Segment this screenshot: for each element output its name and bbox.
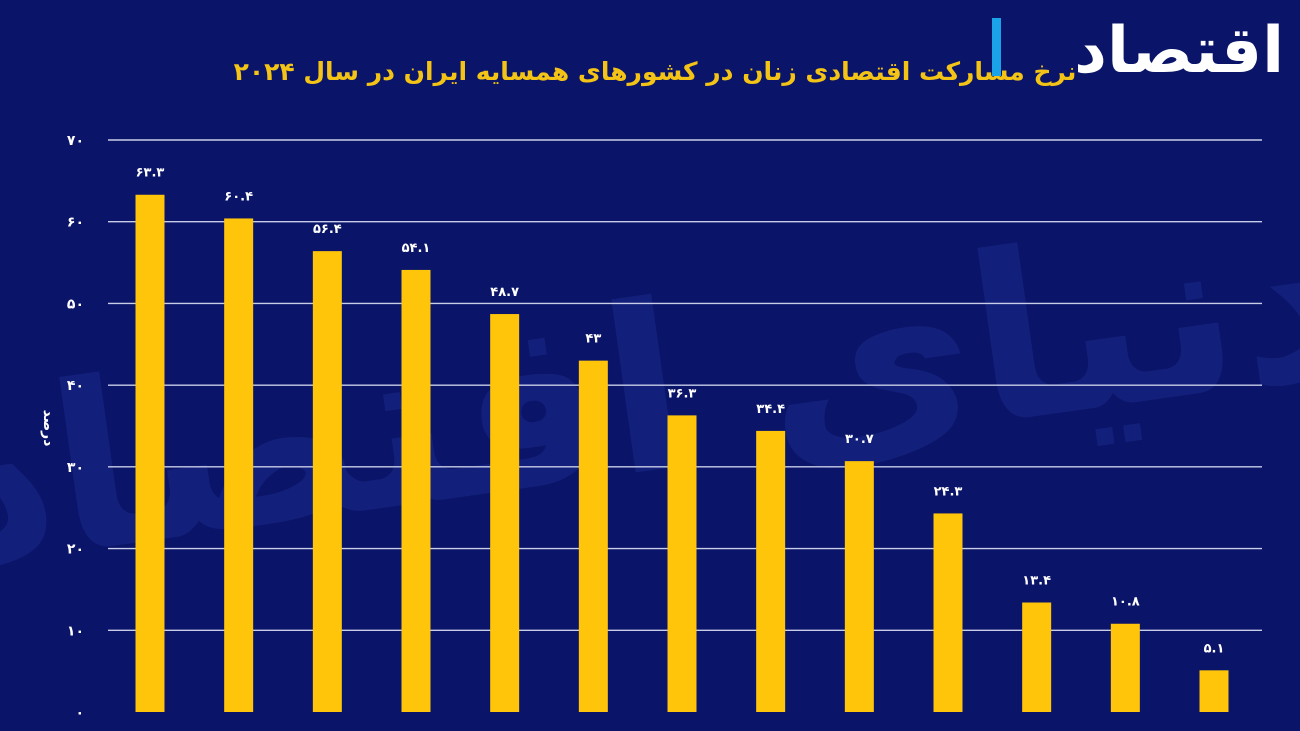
bar <box>312 251 342 713</box>
y-tick-label: ۵۰ <box>67 296 84 312</box>
bar <box>490 314 520 712</box>
y-tick-label: ۶۰ <box>67 215 84 231</box>
chart-title: نرخ مشارکت اقتصادی زنان در کشورهای همسای… <box>234 57 1077 87</box>
bar <box>578 360 608 712</box>
y-axis-label: درصد <box>40 410 56 447</box>
y-tick-label: ۱۰ <box>67 623 84 639</box>
bar-value-label: ۴۸.۷ <box>490 285 519 300</box>
y-tick-label: ۴۰ <box>67 378 84 394</box>
logo-text: اقتصاد <box>1074 14 1284 88</box>
bar-value-label: ۳۶.۳ <box>668 386 697 401</box>
bar <box>756 430 786 712</box>
bar <box>135 194 165 713</box>
bar-value-label: ۶۰.۴ <box>224 189 253 204</box>
bar-value-label: ۱۳.۴ <box>1022 574 1051 589</box>
logo: اقتصاد <box>992 14 1284 88</box>
bar-value-label: ۵.۱ <box>1204 641 1225 656</box>
bar-value-label: ۴۳ <box>585 332 601 347</box>
bar-value-label: ۳۴.۴ <box>756 402 785 417</box>
y-axis-ticks: ۰ ۱۰ ۲۰ ۳۰ ۴۰ ۵۰ ۶۰ ۷۰ <box>67 133 84 721</box>
bar <box>933 513 963 712</box>
bar <box>1022 602 1052 712</box>
y-tick-label: ۷۰ <box>67 133 84 149</box>
bar-value-label: ۱۰.۸ <box>1111 595 1140 610</box>
logo-accent <box>992 18 1001 76</box>
bar-value-label: ۳۰.۷ <box>845 432 874 447</box>
bar-value-label: ۵۴.۱ <box>402 241 431 256</box>
bar <box>1110 623 1140 712</box>
bar <box>224 218 254 712</box>
bars <box>135 194 1229 713</box>
y-tick-label: ۰ <box>75 705 84 721</box>
y-tick-label: ۳۰ <box>67 460 84 476</box>
bar <box>667 415 697 712</box>
bar-value-label: ۶۳.۳ <box>136 166 165 181</box>
bar-value-label: ۲۴.۳ <box>934 484 963 499</box>
data-labels: ۶۳.۳ ۶۰.۴ ۵۶.۴ ۵۴.۱ ۴۸.۷ ۴۳ ۳۶.۳ ۳۴.۴ ۳۰.۷ ۲۴.۳ ۱۳… <box>136 166 1225 657</box>
bar <box>844 461 874 712</box>
bar <box>401 269 431 712</box>
y-tick-label: ۲۰ <box>67 542 84 558</box>
bar <box>1199 670 1229 712</box>
bar-value-label: ۵۶.۴ <box>313 222 342 237</box>
